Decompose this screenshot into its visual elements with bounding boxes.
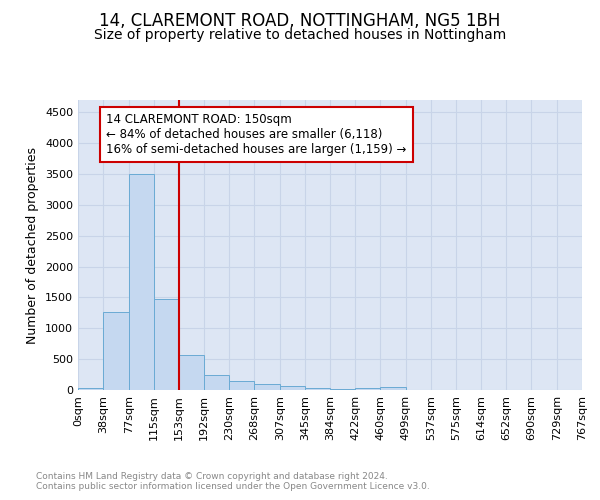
Text: Size of property relative to detached houses in Nottingham: Size of property relative to detached ho… <box>94 28 506 42</box>
Text: 14, CLAREMONT ROAD, NOTTINGHAM, NG5 1BH: 14, CLAREMONT ROAD, NOTTINGHAM, NG5 1BH <box>100 12 500 30</box>
Bar <box>128 174 154 390</box>
Bar <box>331 389 355 390</box>
Bar <box>78 388 103 390</box>
Text: Contains public sector information licensed under the Open Government Licence v3: Contains public sector information licen… <box>36 482 430 491</box>
Bar <box>355 388 380 390</box>
Bar <box>380 387 406 390</box>
Text: Contains HM Land Registry data © Crown copyright and database right 2024.: Contains HM Land Registry data © Crown c… <box>36 472 388 481</box>
Bar <box>154 298 179 390</box>
Bar <box>229 382 254 390</box>
Bar <box>179 354 204 390</box>
Bar <box>103 312 128 390</box>
Y-axis label: Number of detached properties: Number of detached properties <box>26 146 40 344</box>
Bar <box>305 388 331 390</box>
Bar <box>280 386 305 390</box>
Bar <box>254 384 280 390</box>
Bar <box>204 374 229 390</box>
Text: 14 CLAREMONT ROAD: 150sqm
← 84% of detached houses are smaller (6,118)
16% of se: 14 CLAREMONT ROAD: 150sqm ← 84% of detac… <box>106 113 407 156</box>
